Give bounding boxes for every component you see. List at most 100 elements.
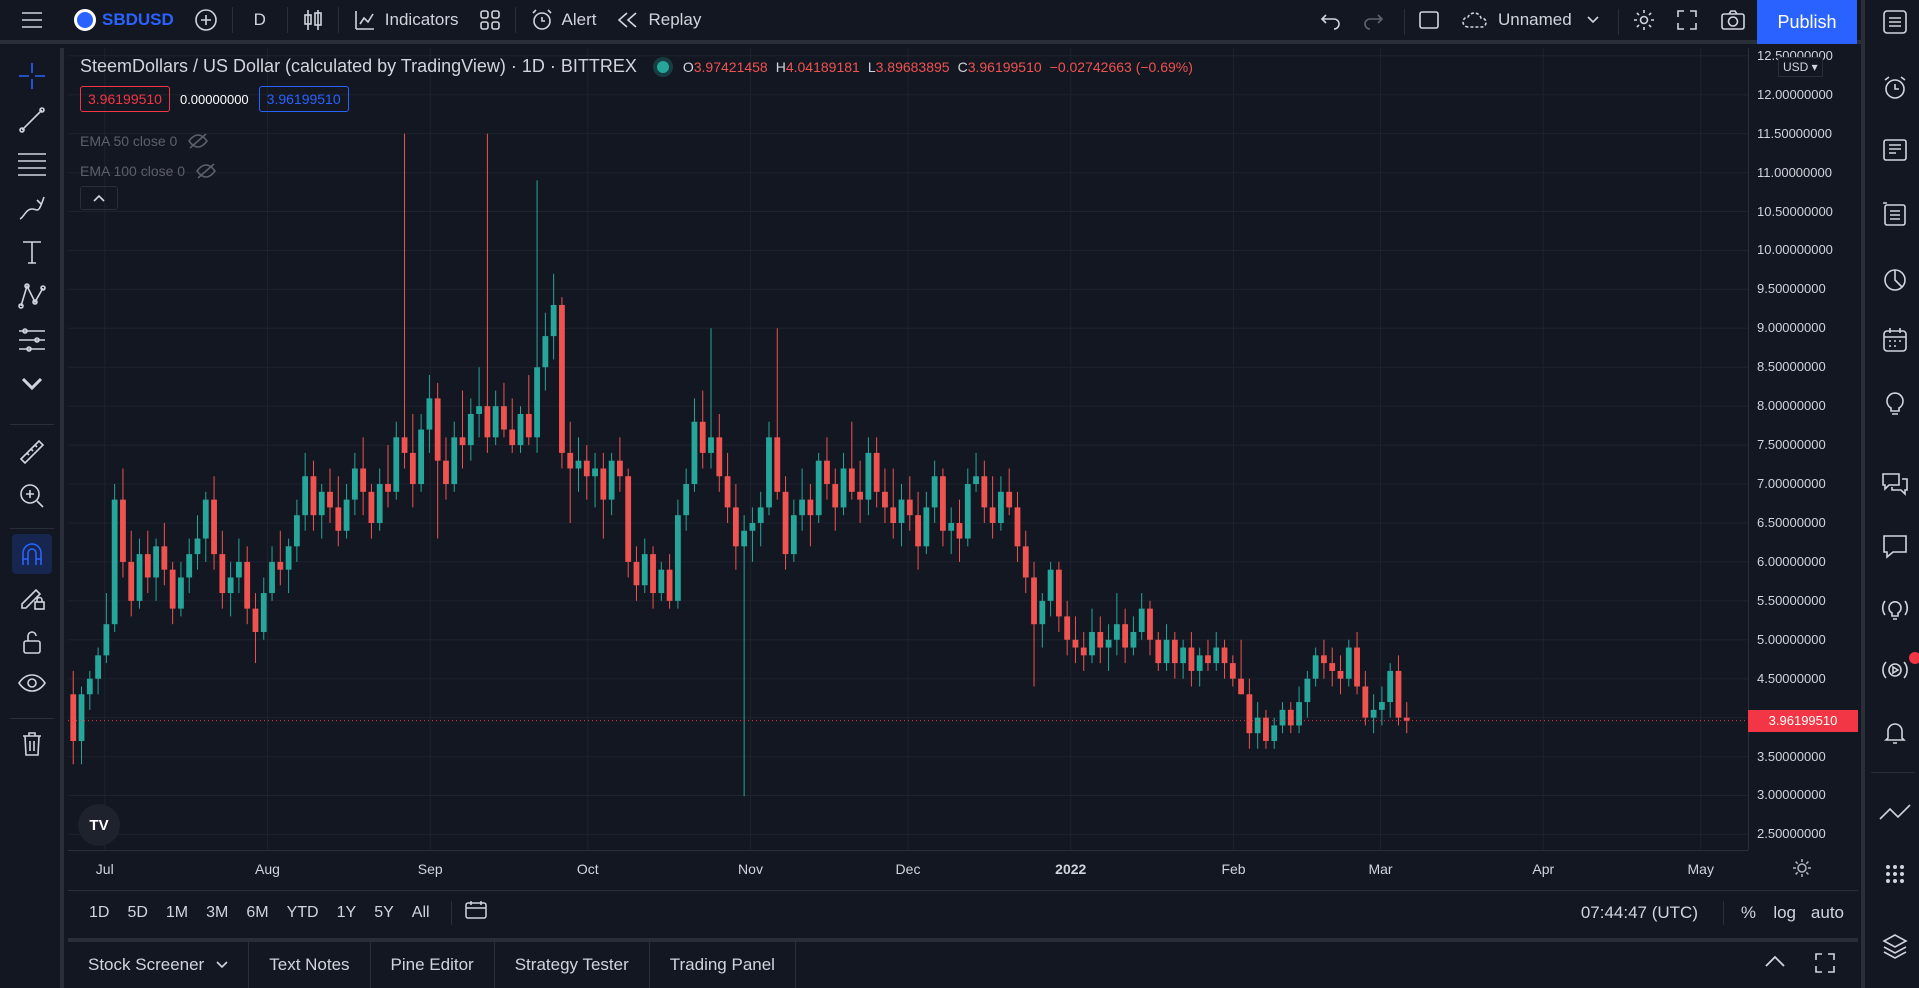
details-button[interactable] <box>1875 194 1915 234</box>
live-button[interactable] <box>1875 650 1919 690</box>
remove-drawings-tool[interactable] <box>12 724 52 764</box>
news-button[interactable] <box>1875 130 1915 170</box>
time-tick-label: Aug <box>255 861 280 877</box>
candlestick-chart[interactable] <box>68 48 1748 850</box>
range-button-1d[interactable]: 1D <box>89 903 110 921</box>
range-button-ytd[interactable]: YTD <box>286 903 319 921</box>
range-button-3m[interactable]: 3M <box>206 903 229 921</box>
layers-button[interactable] <box>1875 926 1915 966</box>
candle-body <box>898 499 905 523</box>
more-tools-button[interactable] <box>12 364 52 404</box>
trend-line-tool[interactable] <box>12 100 52 140</box>
price-axis[interactable]: 12.50000000 12.00000000 11.50000000 11.0000… <box>1748 48 1858 850</box>
chats-button[interactable] <box>1875 464 1915 504</box>
fullscreen-button[interactable] <box>1666 0 1708 42</box>
pattern-tool[interactable] <box>12 276 52 316</box>
symbol-search-button[interactable]: SBDUSD <box>64 0 184 42</box>
range-button-5y[interactable]: 5Y <box>374 903 394 921</box>
snapshot-button[interactable] <box>1710 0 1756 42</box>
range-button-1m[interactable]: 1M <box>165 903 189 921</box>
alert-button[interactable]: Alert <box>520 0 607 42</box>
redo-button[interactable] <box>1352 0 1394 42</box>
hide-drawings-tool[interactable] <box>12 664 52 704</box>
maximize-panel-button[interactable] <box>1814 952 1836 979</box>
tradingview-logo[interactable]: TV <box>78 804 120 846</box>
chart-type-button[interactable] <box>292 0 334 42</box>
candle-body <box>1155 639 1162 664</box>
separator <box>286 7 288 33</box>
chart-pane[interactable]: SteemDollars / US Dollar (calculated by … <box>68 48 1858 938</box>
object-tree-button[interactable] <box>1875 854 1915 894</box>
candle-body <box>120 499 126 562</box>
indicator-ema-100[interactable]: EMA 100 close 0 <box>80 156 217 186</box>
square-icon <box>1419 11 1439 29</box>
time-axis[interactable]: Jul Aug Sep Oct Nov Dec 2022 Feb Mar Apr May <box>68 850 1748 886</box>
candle <box>1238 639 1244 695</box>
prediction-tool[interactable] <box>12 320 52 360</box>
replay-button[interactable]: Replay <box>606 0 711 42</box>
candle <box>567 421 574 523</box>
brush-tool[interactable] <box>12 188 52 228</box>
fib-tool[interactable] <box>12 144 52 184</box>
sell-price-box[interactable]: 3.96199510 <box>80 86 170 112</box>
buy-price-box[interactable]: 3.96199510 <box>258 86 349 112</box>
lock-tool[interactable] <box>12 622 52 662</box>
candle <box>641 538 648 594</box>
candle <box>964 468 971 547</box>
range-button-5d[interactable]: 5D <box>127 903 148 921</box>
minds-button[interactable] <box>1875 526 1915 566</box>
crosshair-tool[interactable] <box>12 56 52 96</box>
collapse-indicators-button[interactable] <box>80 186 118 210</box>
magnet-tool[interactable] <box>12 534 52 574</box>
ideas-button[interactable] <box>1875 382 1915 422</box>
range-button-6m[interactable]: 6M <box>246 903 269 921</box>
undo-button[interactable] <box>1310 0 1352 42</box>
axis-settings-button[interactable] <box>1790 856 1814 880</box>
layout-button[interactable] <box>1408 0 1450 42</box>
indicator-ema-50[interactable]: EMA 50 close 0 <box>80 126 217 156</box>
watchlist-button[interactable] <box>1875 2 1915 42</box>
hotlists-button[interactable] <box>1875 260 1915 300</box>
indicator-label: EMA 50 close 0 <box>80 133 178 149</box>
settings-button[interactable] <box>1622 0 1666 42</box>
candle <box>393 421 400 500</box>
tab-stock-screener[interactable]: Stock Screener <box>68 942 250 988</box>
calendar-button[interactable] <box>1875 320 1915 360</box>
range-button-1y[interactable]: 1Y <box>336 903 357 921</box>
tab-text-notes[interactable]: Text Notes <box>249 942 371 988</box>
layout-name-button[interactable]: Unnamed <box>1450 0 1610 42</box>
candle-body <box>194 538 201 555</box>
range-button-all[interactable]: All <box>411 903 430 921</box>
auto-scale-toggle[interactable]: auto <box>1810 902 1844 922</box>
eye-off-icon[interactable] <box>195 162 217 180</box>
indicators-button[interactable]: Indicators <box>343 0 469 42</box>
expand-panel-button[interactable] <box>1764 954 1786 973</box>
compare-symbol-button[interactable] <box>184 0 228 42</box>
lock-drawings-tool[interactable] <box>12 578 52 618</box>
currency-selector[interactable]: USD ▾ <box>1778 57 1823 77</box>
hamburger-icon <box>22 12 42 28</box>
zoom-tool[interactable] <box>12 476 52 516</box>
chat-bubbles-icon <box>1882 473 1908 496</box>
separator <box>10 718 54 719</box>
candle <box>1122 608 1129 664</box>
percent-scale-toggle[interactable]: % <box>1740 902 1756 922</box>
text-tool[interactable] <box>12 232 52 272</box>
interval-button[interactable]: D <box>253 10 266 29</box>
trading-button[interactable] <box>1875 792 1915 832</box>
goto-date-button[interactable] <box>464 899 488 926</box>
measure-tool[interactable] <box>12 432 52 472</box>
eye-off-icon[interactable] <box>187 132 209 150</box>
candle-body <box>95 655 101 679</box>
tab-pine-editor[interactable]: Pine Editor <box>371 942 495 988</box>
menu-button[interactable] <box>0 0 64 42</box>
tab-trading-panel[interactable]: Trading Panel <box>650 942 796 988</box>
templates-button[interactable] <box>469 0 511 42</box>
streams-button[interactable] <box>1875 588 1915 628</box>
alerts-button[interactable] <box>1875 68 1915 108</box>
notifications-button[interactable] <box>1875 712 1915 752</box>
publish-button[interactable]: Publish <box>1757 0 1857 44</box>
clock-timezone[interactable]: 07:44:47 (UTC) <box>1580 902 1698 922</box>
tab-strategy-tester[interactable]: Strategy Tester <box>495 942 650 988</box>
log-scale-toggle[interactable]: log <box>1773 902 1796 922</box>
